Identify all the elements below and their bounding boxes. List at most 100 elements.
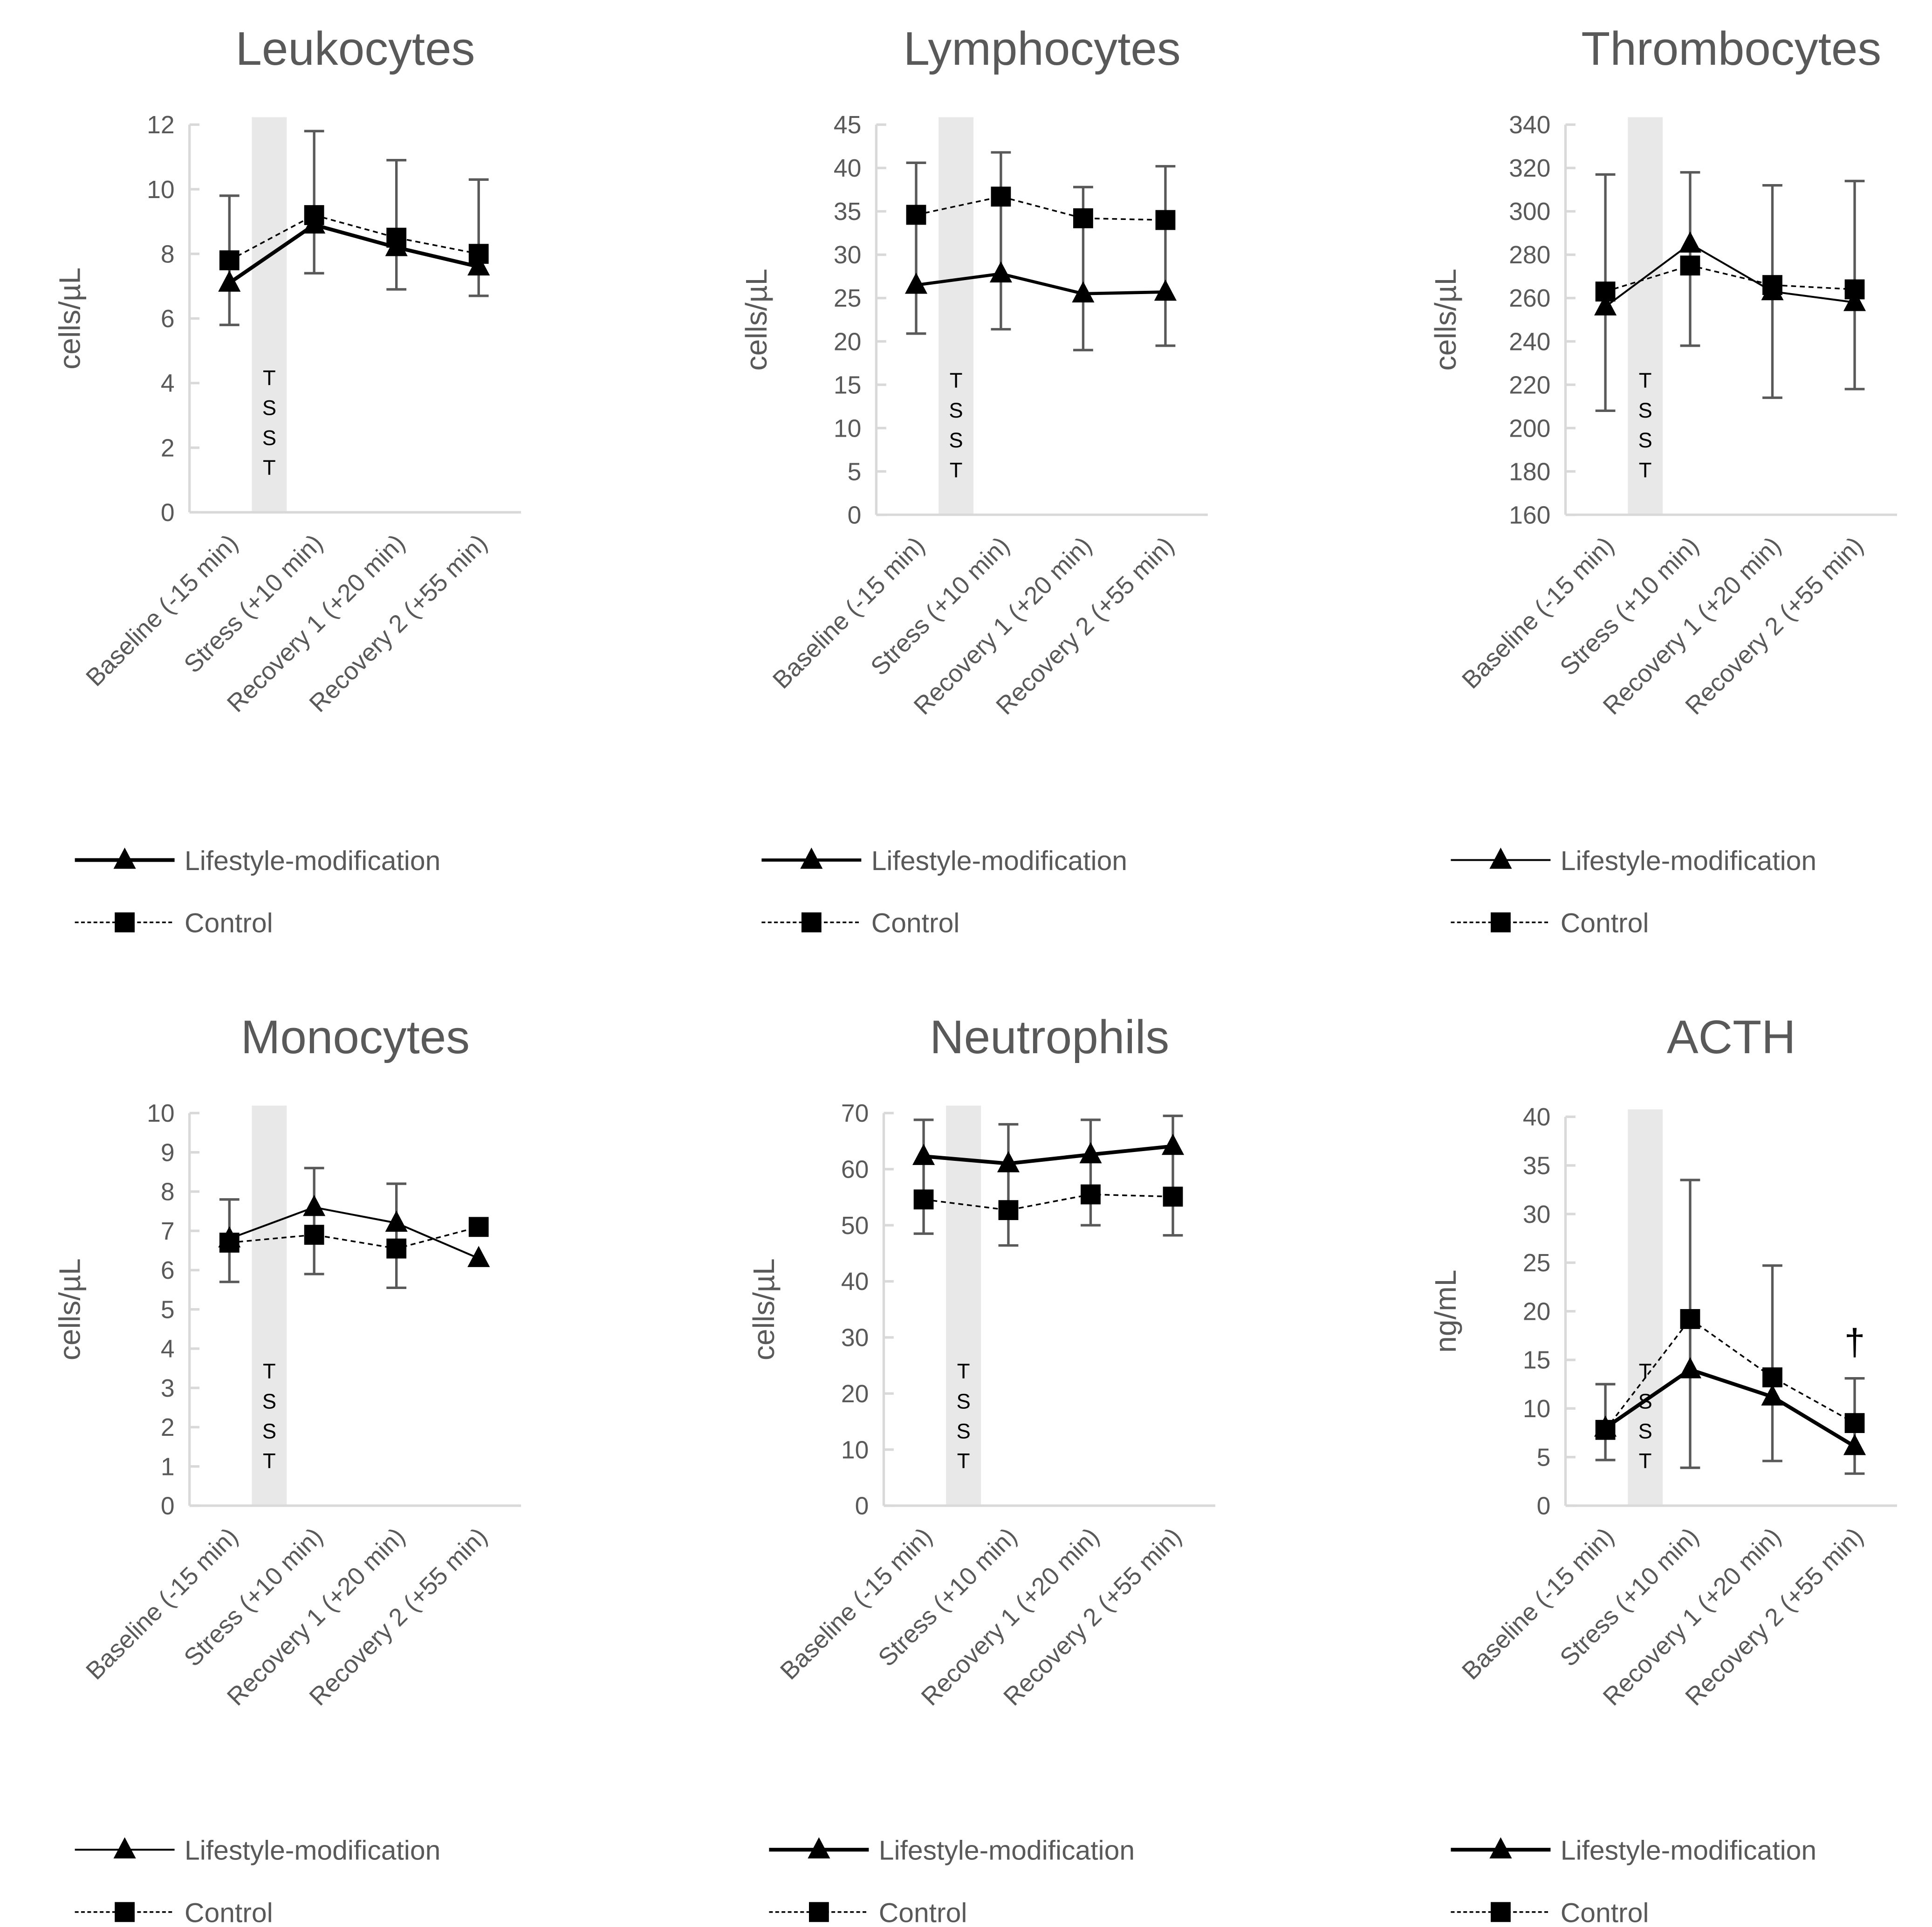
tsst-band — [939, 117, 974, 515]
y-tick-label: 300 — [1509, 198, 1550, 226]
control-point — [1073, 208, 1093, 228]
tsst-letter: T — [1639, 1449, 1652, 1473]
lifestyle-point — [989, 261, 1012, 283]
legend: Lifestyle-modification Control — [1451, 1836, 1816, 1927]
legend-control-label: Control — [185, 1898, 273, 1927]
control-point — [913, 1189, 934, 1210]
y-tick-label: 25 — [834, 285, 862, 312]
legend: Lifestyle-modification Control — [769, 1836, 1135, 1927]
y-tick-label: 8 — [161, 1179, 175, 1206]
lifestyle-point — [1079, 1142, 1102, 1164]
control-point — [1844, 279, 1865, 300]
y-tick-label: 50 — [841, 1212, 869, 1240]
control-point — [1762, 275, 1782, 295]
y-tick-label: 8 — [161, 240, 175, 268]
control-point — [304, 205, 324, 225]
y-axis-label: cells/µL — [53, 267, 86, 370]
tsst-letter: S — [262, 396, 276, 420]
y-tick-label: 0 — [848, 501, 862, 529]
y-tick-label: 60 — [841, 1156, 869, 1184]
legend-lifestyle-label: Lifestyle-modification — [1561, 846, 1816, 876]
y-tick-label: 200 — [1509, 415, 1550, 442]
y-axis-label: cells/µL — [740, 269, 773, 371]
legend-control-label: Control — [1561, 1898, 1649, 1927]
y-tick-label: 35 — [1523, 1152, 1551, 1180]
lifestyle-line — [1604, 242, 1855, 308]
control-point — [1155, 210, 1176, 230]
y-tick-label: 0 — [161, 499, 175, 527]
control-point — [906, 205, 926, 225]
tsst-letter: S — [262, 1389, 276, 1413]
legend-triangle-icon — [113, 847, 136, 869]
legend-triangle-icon — [1489, 1837, 1512, 1858]
tsst-letter: T — [950, 458, 963, 482]
y-tick-label: 30 — [834, 241, 862, 269]
x-tick-label: Baseline (-15 min) — [767, 532, 930, 694]
lifestyle-point — [218, 270, 241, 292]
lifestyle-line — [228, 222, 480, 285]
control-point — [1844, 1413, 1865, 1433]
legend-lifestyle-label: Lifestyle-modification — [871, 846, 1127, 876]
significance-dagger: † — [1844, 1322, 1865, 1364]
tsst-band — [1628, 117, 1663, 515]
tsst-letter: S — [949, 428, 963, 452]
y-tick-label: 2 — [161, 1414, 175, 1441]
y-tick-label: 10 — [147, 1100, 174, 1127]
y-tick-label: 70 — [841, 1100, 869, 1127]
lifestyle-point — [904, 272, 928, 294]
tsst-letter: S — [956, 1420, 970, 1443]
tsst-letter: S — [1638, 428, 1652, 452]
tsst-letter: S — [1638, 1420, 1652, 1443]
x-tick-label: Baseline (-15 min) — [1457, 532, 1619, 694]
lifestyle-point — [1761, 1384, 1784, 1406]
legend-control-label: Control — [879, 1898, 967, 1927]
tsst-band — [252, 1105, 287, 1506]
legend-lifestyle-label: Lifestyle-modification — [879, 1836, 1135, 1866]
chart-monocytes: MonocytesTSST012345678910cells/µLBaselin… — [53, 1010, 521, 1927]
legend-square-icon — [808, 1902, 829, 1922]
control-point — [998, 1200, 1019, 1221]
x-tick-label: Baseline (-15 min) — [1457, 1522, 1619, 1685]
tsst-letter: S — [1638, 398, 1652, 422]
lifestyle-point — [467, 1246, 490, 1267]
y-tick-label: 40 — [841, 1268, 869, 1296]
chart-title: Lymphocytes — [904, 22, 1181, 75]
y-tick-label: 30 — [841, 1324, 869, 1352]
y-tick-label: 20 — [841, 1380, 869, 1408]
lifestyle-line — [923, 1144, 1173, 1166]
legend-triangle-icon — [113, 1837, 136, 1858]
control-line — [1605, 264, 1855, 293]
control-point — [304, 1225, 324, 1245]
y-tick-label: 20 — [834, 328, 862, 356]
control-point — [386, 1238, 407, 1259]
chart-title: Thrombocytes — [1581, 22, 1881, 75]
legend-square-icon — [115, 912, 135, 933]
x-tick-label: Baseline (-15 min) — [775, 1522, 938, 1685]
control-point — [1081, 1184, 1101, 1205]
lifestyle-point — [303, 1194, 326, 1216]
legend-lifestyle-label: Lifestyle-modification — [185, 1836, 440, 1866]
tsst-band — [252, 117, 287, 513]
y-axis-label: cells/µL — [1429, 269, 1462, 371]
control-line — [916, 196, 1165, 221]
y-tick-label: 15 — [834, 371, 862, 399]
y-tick-label: 340 — [1509, 111, 1550, 139]
lifestyle-point — [1594, 294, 1617, 315]
tsst-letter: T — [263, 366, 276, 390]
y-tick-label: 10 — [834, 415, 862, 442]
y-tick-label: 3 — [161, 1375, 175, 1402]
tsst-letter: T — [957, 1449, 970, 1473]
chart-neutrophils: NeutrophilsTSST010203040506070cells/µLBa… — [747, 1010, 1215, 1927]
y-tick-label: 4 — [161, 370, 175, 398]
y-axis-label: cells/µL — [747, 1258, 781, 1360]
control-point — [468, 244, 489, 264]
y-tick-label: 320 — [1509, 155, 1550, 182]
legend-square-icon — [801, 912, 822, 933]
chart-leukocytes: LeukocytesTSST024681012cells/µLBaseline … — [53, 22, 521, 939]
y-tick-label: 260 — [1509, 285, 1550, 312]
y-tick-label: 0 — [161, 1493, 175, 1520]
y-tick-label: 45 — [834, 111, 862, 139]
y-tick-label: 0 — [855, 1493, 869, 1520]
y-tick-label: 0 — [1537, 1493, 1551, 1520]
chart-thrombocytes: ThrombocytesTSST160180200220240260280300… — [1429, 22, 1897, 939]
